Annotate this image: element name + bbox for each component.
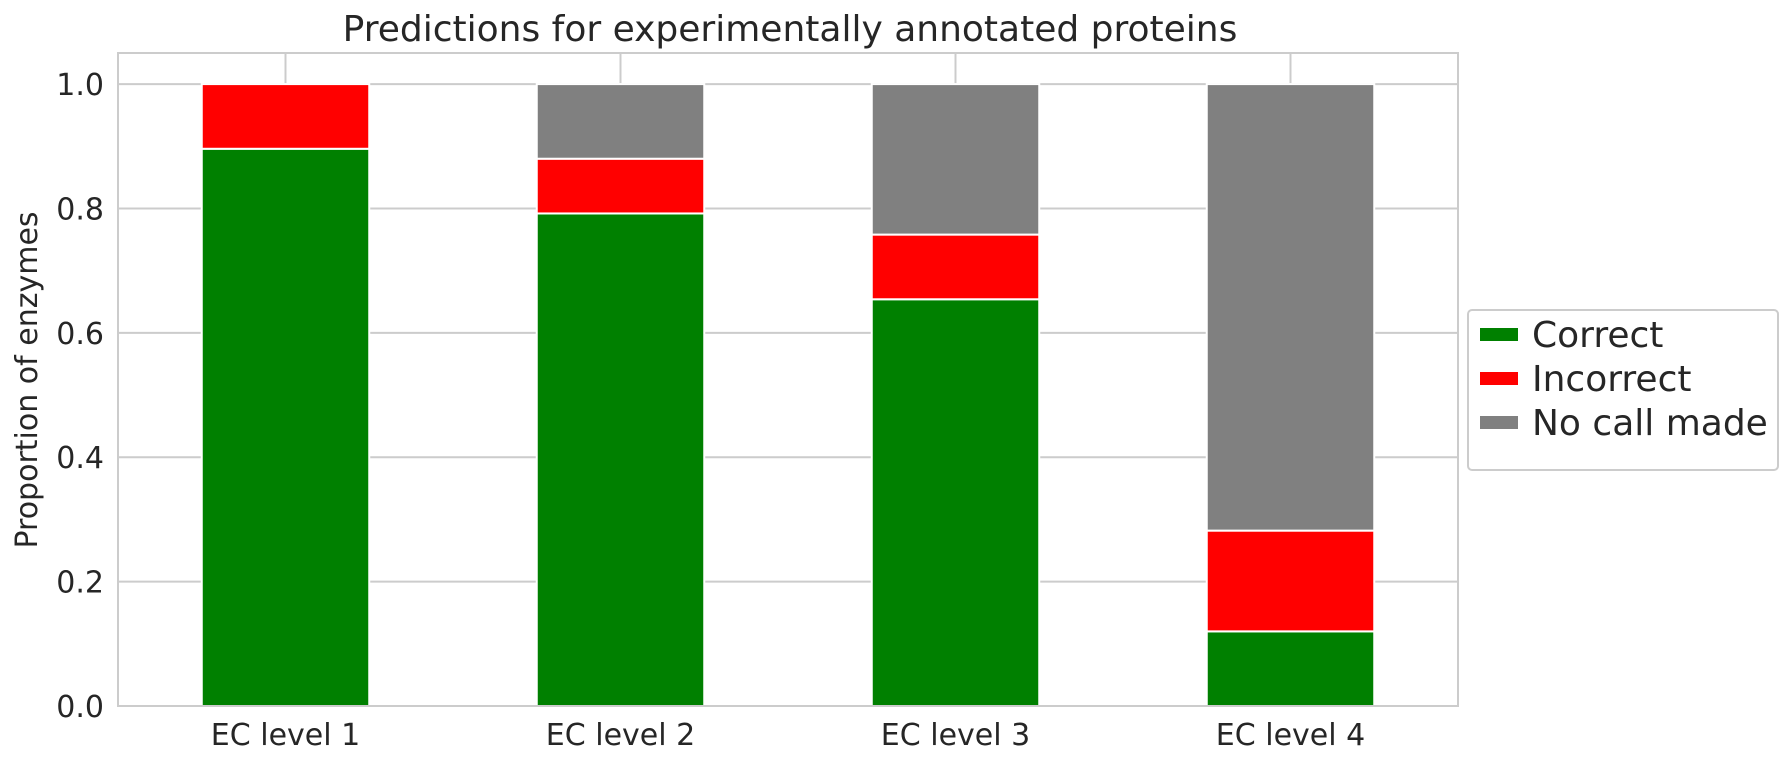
bar-incorrect <box>870 233 1041 301</box>
legend-label: Correct <box>1532 315 1663 356</box>
legend-swatch <box>1480 372 1518 385</box>
x-tick-label: EC level 3 <box>881 718 1030 753</box>
x-tick-label: EC level 2 <box>546 718 695 753</box>
legend-swatch <box>1480 416 1518 429</box>
y-tick-label: 1.0 <box>56 68 104 103</box>
y-axis: 0.0 0.2 0.4 0.6 0.8 1.0 <box>56 68 104 725</box>
bar-correct <box>870 298 1041 707</box>
bars <box>200 83 1376 708</box>
bar-incorrect <box>200 83 371 150</box>
bar-no-call-made <box>1205 83 1376 532</box>
bar-correct <box>1205 630 1376 707</box>
y-tick-label: 0.8 <box>56 192 104 227</box>
bar-correct <box>535 212 706 708</box>
chart-title: Predictions for experimentally annotated… <box>343 9 1238 50</box>
bar-incorrect <box>535 157 706 215</box>
legend-label: No call made <box>1532 403 1768 444</box>
y-tick-label: 0.2 <box>56 566 104 601</box>
x-tick-label: EC level 1 <box>211 718 360 753</box>
x-axis: EC level 1 EC level 2 EC level 3 EC level 4 <box>211 718 1365 753</box>
legend-label: Incorrect <box>1532 359 1692 400</box>
y-tick-label: 0.6 <box>56 317 104 352</box>
x-tick-label: EC level 4 <box>1216 718 1365 753</box>
legend-frame <box>1467 309 1779 471</box>
y-tick-label: 0.0 <box>56 690 104 725</box>
plot-frame <box>117 52 1459 707</box>
bar-correct <box>200 147 371 708</box>
bar-no-call-made <box>535 83 706 160</box>
y-axis-label: Proportion of enzymes <box>10 211 45 548</box>
legend-swatch <box>1480 328 1518 341</box>
bar-incorrect <box>1205 529 1376 633</box>
bar-no-call-made <box>870 83 1041 236</box>
y-tick-label: 0.4 <box>56 441 104 476</box>
